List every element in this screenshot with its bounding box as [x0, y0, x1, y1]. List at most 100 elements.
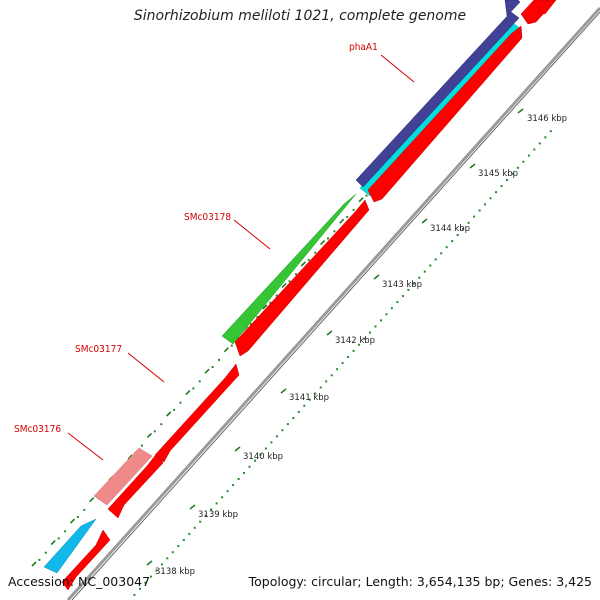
dot-mark: [484, 203, 486, 206]
dot-mark: [270, 441, 273, 444]
kbp-tick-label: 3145 kbp: [478, 169, 518, 179]
track-dot: [346, 216, 349, 218]
track-dot: [294, 273, 297, 276]
track-dash: [185, 390, 191, 396]
track-dot: [173, 408, 176, 411]
gene-label-smc03177: SMc03177: [75, 344, 122, 355]
dot-mark: [380, 319, 382, 322]
dot-mark: [352, 349, 355, 352]
dot-mark: [462, 227, 465, 230]
dot-mark: [182, 539, 185, 541]
dot-mark: [423, 270, 426, 273]
track-dot: [179, 401, 182, 404]
gene-label-phaa1: phaA1: [349, 42, 378, 53]
cds-arrow-2: [107, 451, 164, 519]
dot-mark: [199, 520, 202, 523]
track-dot: [327, 237, 329, 240]
phaa1-leader-line: [380, 54, 415, 83]
dot-mark: [495, 191, 497, 194]
track-dot: [365, 194, 368, 197]
dot-mark: [467, 221, 470, 224]
dot-mark: [418, 276, 421, 279]
dot-mark: [155, 569, 158, 572]
track-dash: [339, 218, 345, 224]
cds-arrow-5: [367, 25, 523, 203]
accession-label: Accession: NC_003047: [8, 574, 151, 589]
track-dot: [256, 316, 259, 318]
dot-mark: [522, 160, 525, 163]
track-dot: [76, 516, 79, 518]
track-dash: [89, 497, 95, 503]
kbp-tick-mark: [517, 108, 524, 114]
dot-mark: [336, 368, 339, 371]
track-dash: [69, 518, 76, 524]
track-dot: [333, 230, 336, 233]
kbp-tick-label: 3139 kbp: [198, 510, 238, 520]
kbp-tick-label: 3138 kbp: [155, 567, 195, 577]
gene-label-smc03178: SMc03178: [184, 212, 231, 223]
dot-mark: [363, 337, 366, 340]
dot-mark: [456, 234, 459, 236]
track-dash: [300, 261, 306, 267]
cds-arrow-7: [537, 0, 557, 15]
smc03177-leader-line: [127, 352, 165, 383]
dot-mark: [226, 490, 229, 493]
dot-mark: [319, 386, 322, 389]
dot-mark: [538, 142, 541, 145]
kbp-tick-label: 3146 kbp: [527, 114, 567, 124]
kbp-tick-mark: [469, 163, 476, 169]
genome-backbone-line: [71, 11, 600, 600]
dot-mark: [303, 404, 306, 407]
dot-mark: [473, 215, 476, 218]
track-dot: [288, 280, 291, 283]
track-dot: [64, 530, 67, 533]
gene-label-smc03176: SMc03176: [14, 424, 61, 435]
dot-mark: [325, 380, 328, 383]
dot-mark: [440, 252, 443, 255]
track-dot: [44, 551, 47, 554]
dot-mark: [139, 587, 141, 590]
dot-mark: [133, 593, 136, 596]
track-dot: [192, 387, 195, 390]
dot-mark: [243, 471, 245, 474]
track-dash: [320, 240, 326, 246]
genome-summary-label: Topology: circular; Length: 3,654,135 bp…: [248, 574, 592, 589]
dot-mark: [429, 264, 432, 267]
track-dot: [160, 423, 163, 426]
track-dot: [83, 508, 86, 511]
track-dot: [38, 558, 41, 561]
dot-mark: [516, 166, 519, 169]
dot-mark: [188, 532, 191, 535]
kbp-tick-mark: [280, 388, 287, 394]
feature-green-smc03178: [221, 193, 357, 345]
dot-mark: [275, 435, 278, 438]
dot-mark: [259, 453, 262, 456]
dot-mark: [451, 240, 454, 243]
dot-mark: [297, 410, 300, 413]
kbp-tick-mark: [146, 560, 153, 566]
dot-mark: [544, 136, 547, 139]
cds-arrow-1: [61, 529, 111, 591]
kbp-tick-label: 3143 kbp: [382, 280, 422, 290]
feature-navy-top: [504, 0, 521, 17]
track-dot: [230, 344, 233, 347]
genome-backbone-line: [66, 6, 600, 600]
cds-arrow-3: [154, 363, 240, 463]
kbp-tick-mark: [234, 446, 241, 452]
dot-mark: [308, 398, 311, 401]
genome-title: Sinorhizobium meliloti 1021, complete ge…: [133, 8, 467, 24]
dot-mark: [396, 301, 399, 304]
track-dash: [281, 282, 287, 288]
kbp-tick-mark: [373, 274, 380, 280]
dot-mark: [149, 575, 152, 578]
dot-mark: [401, 295, 404, 297]
track-dot: [57, 537, 60, 540]
dot-mark: [500, 185, 503, 188]
track-dash: [31, 561, 37, 567]
dot-mark: [385, 313, 388, 316]
track-dot: [141, 444, 143, 447]
dot-mark: [434, 258, 437, 261]
dot-mark: [489, 197, 492, 200]
track-dash: [223, 347, 229, 353]
dot-mark: [210, 508, 213, 511]
